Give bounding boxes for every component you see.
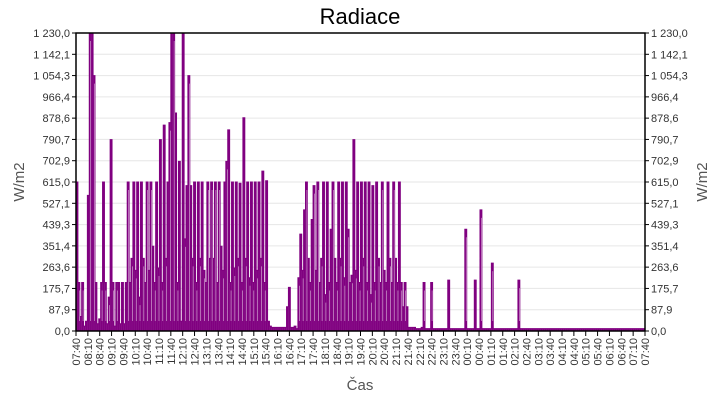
y-tick-label: 527,1: [42, 198, 70, 210]
chart-title: Radiace: [319, 4, 401, 29]
x-tick-label: 16:40: [284, 338, 296, 366]
x-tick-label: 17:10: [296, 338, 308, 366]
y-tick-label: 966,4: [42, 92, 70, 104]
x-tick-label: 05:40: [593, 338, 605, 366]
y-tick-label-right: 263,6: [651, 262, 679, 274]
y-axis-title-right: W/m2: [694, 162, 711, 201]
x-tick-label: 07:10: [628, 338, 640, 366]
x-tick-label: 03:10: [533, 338, 545, 366]
x-tick-label: 09:40: [118, 338, 130, 366]
x-tick-label: 22:40: [427, 338, 439, 366]
y-tick-label-right: 1 054,3: [651, 71, 688, 83]
x-tick-label: 21:40: [403, 338, 415, 366]
x-tick-label: 11:40: [166, 338, 178, 365]
x-tick-label: 14:10: [225, 338, 237, 366]
x-tick-label: 00:40: [474, 338, 486, 366]
y-tick-label-right: 1 230,0: [651, 28, 688, 40]
x-tick-label: 15:10: [249, 338, 261, 366]
x-tick-label: 02:40: [521, 338, 533, 366]
y-tick-label-right: 1 142,1: [651, 49, 688, 61]
y-tick-label: 1 142,1: [33, 49, 70, 61]
x-tick-label: 04:40: [569, 338, 581, 366]
x-tick-label: 12:40: [190, 338, 202, 366]
y-tick-label: 878,6: [42, 113, 70, 125]
x-tick-label: 18:40: [332, 338, 344, 366]
x-tick-label: 01:40: [498, 338, 510, 366]
y-tick-label: 263,6: [42, 262, 70, 274]
x-tick-label: 12:10: [178, 338, 190, 366]
y-tick-label: 87,9: [49, 305, 70, 317]
y-tick-label: 790,7: [42, 134, 70, 146]
x-tick-label: 02:10: [510, 338, 522, 366]
y-axis-right: 0,0 87,9 175,7 263,6 351,4 439,3 527,1 615,0 702…: [645, 28, 688, 338]
x-tick-label: 19:40: [356, 338, 368, 366]
x-tick-label: 19:10: [344, 338, 356, 366]
y-tick-label-right: 527,1: [651, 198, 679, 210]
y-tick-label-right: 966,4: [651, 92, 679, 104]
x-tick-label: 00:10: [462, 338, 474, 366]
x-tick-label: 13:40: [213, 338, 225, 366]
y-tick-label: 175,7: [42, 283, 70, 295]
x-tick-label: 04:10: [557, 338, 569, 366]
x-tick-label: 10:10: [130, 338, 142, 366]
x-tick-label: 08:10: [83, 338, 95, 366]
x-tick-label: 07:40: [640, 338, 652, 366]
x-tick-label: 18:10: [320, 338, 332, 366]
x-tick-label: 05:10: [581, 338, 593, 366]
x-tick-label: 10:40: [142, 338, 154, 366]
x-tick-label: 20:40: [379, 338, 391, 366]
x-tick-label: 21:10: [391, 338, 403, 366]
x-tick-label: 06:10: [604, 338, 616, 366]
y-tick-label-right: 439,3: [651, 220, 679, 232]
y-tick-label: 0,0: [55, 326, 70, 338]
x-tick-label: 13:10: [201, 338, 213, 366]
x-tick-label: 03:40: [545, 338, 557, 366]
y-tick-label-right: 175,7: [651, 283, 679, 295]
x-axis-title: Čas: [347, 377, 374, 394]
y-tick-label: 1 054,3: [33, 71, 70, 83]
x-tick-label: 14:40: [237, 338, 249, 366]
x-axis: 07:40 08:10 08:40 09:10 09:40 10:10 10:40 11:10…: [71, 331, 652, 366]
x-tick-label: 23:10: [438, 338, 450, 366]
y-tick-label: 351,4: [42, 241, 70, 253]
x-tick-label: 17:40: [308, 338, 320, 366]
x-tick-label: 23:40: [450, 338, 462, 366]
y-tick-label-right: 702,9: [651, 156, 679, 168]
y-tick-label-right: 790,7: [651, 134, 679, 146]
y-tick-label: 439,3: [42, 220, 70, 232]
y-tick-label-right: 0,0: [651, 326, 666, 338]
y-tick-label-right: 615,0: [651, 177, 679, 189]
x-tick-label: 11:10: [154, 338, 166, 365]
x-tick-label: 07:40: [71, 338, 83, 366]
y-tick-label-right: 878,6: [651, 113, 679, 125]
x-tick-label: 20:10: [367, 338, 379, 366]
x-tick-label: 08:40: [95, 338, 107, 366]
x-tick-label: 16:10: [273, 338, 285, 366]
y-tick-label-right: 351,4: [651, 241, 679, 253]
y-tick-label: 1 230,0: [33, 28, 70, 40]
x-tick-label: 01:10: [486, 338, 498, 366]
x-tick-label: 09:10: [107, 338, 119, 366]
y-axis-title-left: W/m2: [11, 162, 28, 201]
y-tick-label: 615,0: [42, 177, 70, 189]
x-tick-label: 15:40: [261, 338, 273, 366]
y-tick-label: 702,9: [42, 156, 70, 168]
y-tick-label-right: 87,9: [651, 305, 672, 317]
y-axis-left: 0,0 87,9 175,7 263,6 351,4 439,3 527,1 615,0 702…: [33, 28, 76, 338]
x-tick-label: 22:10: [415, 338, 427, 366]
x-tick-label: 06:40: [616, 338, 628, 366]
